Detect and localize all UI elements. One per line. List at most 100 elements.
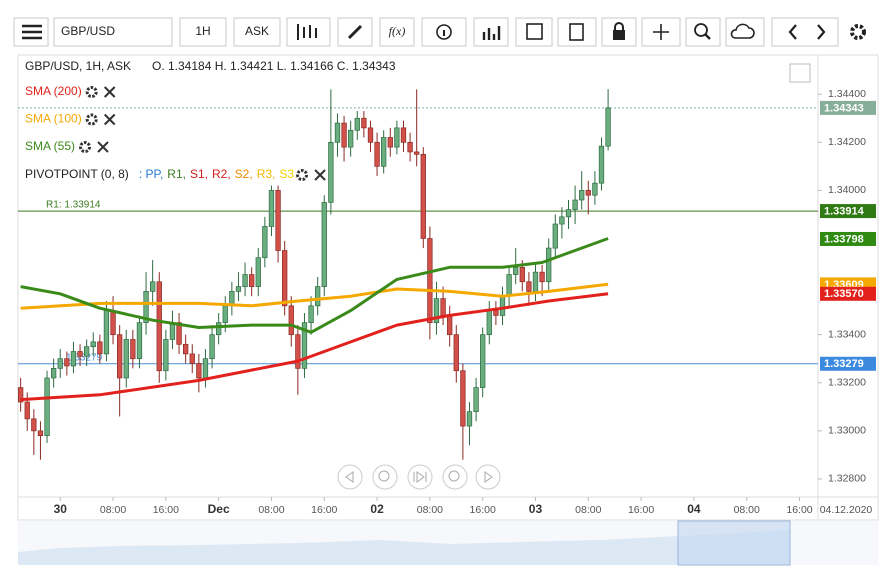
calendar-button[interactable] [515,17,553,47]
candle-body [295,334,301,369]
chart-type-icon [297,24,317,40]
navigator-selection[interactable] [677,520,791,566]
symbol-input[interactable] [53,17,173,47]
remove-icon[interactable] [97,141,109,153]
candle-body [275,190,281,251]
x-tick-label: Dec [208,502,230,516]
candle-body [90,341,96,348]
candle-body [572,199,578,210]
candle-body [163,339,169,372]
ohlc-text: O. 1.34184 H. 1.34421 L. 1.34166 C. 1.34… [152,59,396,73]
candle-body [420,153,426,239]
price-box-label: 1.33914 [824,205,865,217]
candle-body [361,117,367,129]
navigator [18,520,878,566]
y-tick-label: 1.34400 [828,88,866,100]
function-button[interactable] [379,17,415,47]
candle-body [519,266,525,283]
candle-body [249,274,255,287]
price-side-button[interactable] [233,17,281,47]
expand-button[interactable] [789,63,811,83]
nav-right-icon [484,471,493,483]
nav-right[interactable] [475,464,501,490]
candle-body [473,387,479,412]
candle-body [196,363,202,379]
candle-body [539,271,545,283]
zoom-button[interactable] [685,17,721,47]
calculator-icon [569,23,584,41]
nav-left-icon [345,471,354,483]
candle-body [123,339,129,379]
crosshair-button[interactable] [641,17,681,47]
x-tick-label: 08:00 [734,504,760,516]
pivot-part: S2, [235,167,253,181]
plot: R1: 1.33914 1.33279 [17,89,818,460]
candle-body [315,286,321,307]
x-tick-label: 16:00 [311,504,337,516]
lock-icon [613,30,625,40]
candle-body [460,370,466,427]
candle-body [526,281,532,292]
settings-icon[interactable] [850,24,866,40]
price-box [820,286,876,301]
legend-entry: SMA (100) [25,112,82,126]
price-box-label: 1.33279 [824,358,864,370]
y-tick-label: 1.33400 [828,328,866,340]
price-box-label: 1.33570 [824,288,864,300]
settings-icon[interactable] [85,113,98,126]
candle-body [209,334,215,360]
candle-body [407,141,413,153]
candle-body [44,377,50,437]
candle-body [414,151,420,155]
remove-icon[interactable] [103,86,116,98]
candle-body [394,127,400,148]
candle-body [433,298,440,324]
pivot-level-label: R1: 1.33914 [46,200,101,211]
nav-left[interactable] [337,464,363,490]
nav-reset[interactable] [407,464,433,490]
candle-body [77,351,83,357]
remove-icon[interactable] [103,113,116,126]
chart-type-button[interactable] [286,17,331,47]
candle-body [156,281,162,372]
candle-body [222,305,228,324]
sma-line [20,282,609,310]
settings-icon[interactable] [296,169,309,181]
candle-body [592,182,598,196]
candle-body [427,238,433,324]
cloud-icon [730,23,755,39]
candle-body [31,418,37,432]
candle-body [499,295,506,316]
candle-body [552,223,558,249]
pivot-part: R2, [212,167,231,181]
legend-entry: SMA (200) [25,84,82,98]
y-tick-label: 1.33000 [828,425,866,437]
candle-body [262,226,268,259]
sma-line [20,292,609,402]
candle-body [110,310,116,336]
candle-body [354,117,360,131]
x-tick-label: 16:00 [153,504,179,516]
pivot-part: S1, [190,167,208,181]
remove-icon[interactable] [314,169,326,181]
candle-body [143,291,149,324]
nav-zoom-in[interactable] [442,464,468,490]
candle-body [513,266,519,275]
calculator-button[interactable] [557,17,597,47]
candle-body [453,334,459,372]
candle-body [532,271,539,292]
settings-icon[interactable] [85,86,98,98]
scroll-buttons[interactable] [771,17,839,47]
x-tick-label: 08:00 [100,504,126,516]
candle-body [136,322,143,360]
function-label: f(x) [389,24,406,38]
candle-body [321,202,327,287]
pivot-part: S3 [279,167,294,181]
timeframe-button[interactable] [179,17,227,47]
candle-body [17,387,24,403]
x-tick-label: 16:00 [628,504,654,516]
nav-zoom-out[interactable] [372,464,398,490]
indicators-button[interactable] [473,17,509,47]
settings-icon[interactable] [79,141,92,153]
